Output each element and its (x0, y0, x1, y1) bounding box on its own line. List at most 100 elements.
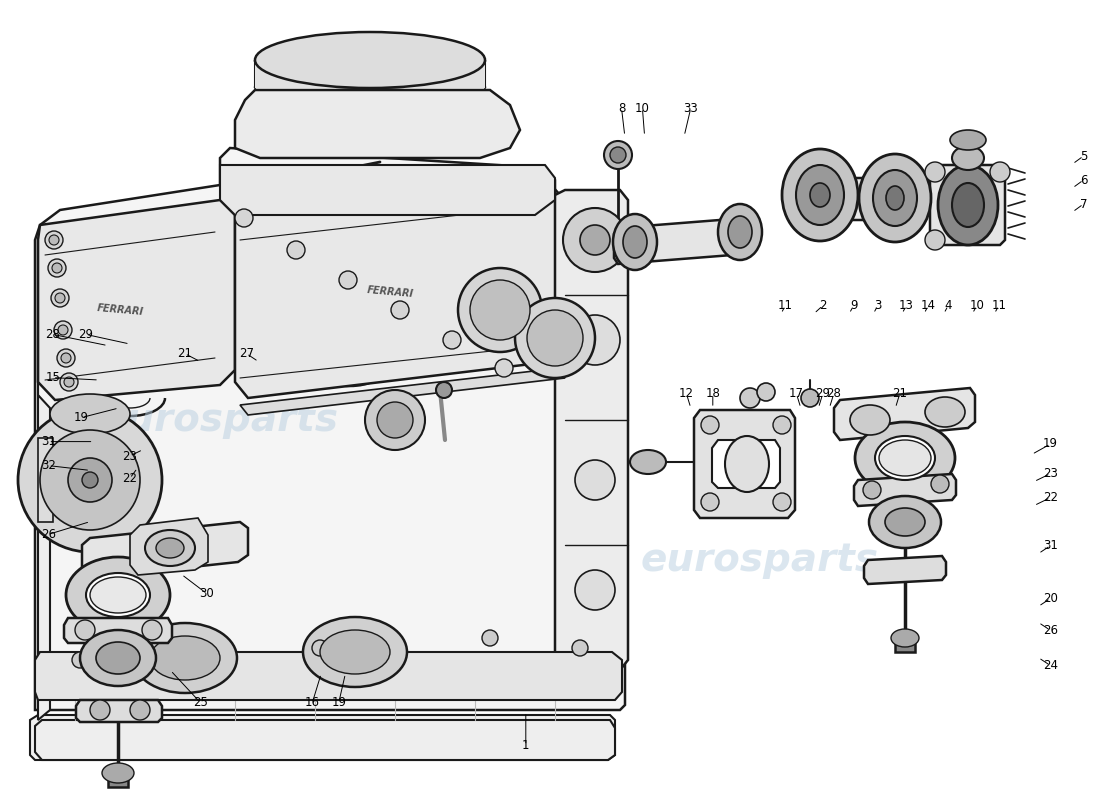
Ellipse shape (701, 493, 719, 511)
Polygon shape (235, 90, 520, 158)
Ellipse shape (527, 310, 583, 366)
Ellipse shape (68, 458, 112, 502)
Ellipse shape (886, 508, 925, 536)
Ellipse shape (874, 436, 935, 480)
Text: 19: 19 (331, 696, 346, 709)
Ellipse shape (255, 32, 485, 88)
Ellipse shape (604, 141, 632, 169)
Text: 24: 24 (1043, 659, 1058, 672)
Ellipse shape (952, 146, 984, 170)
Ellipse shape (51, 289, 69, 307)
Ellipse shape (925, 397, 965, 427)
Text: 1: 1 (522, 739, 529, 752)
Text: 10: 10 (969, 299, 984, 312)
Bar (895, 640, 915, 652)
Polygon shape (220, 165, 556, 215)
Ellipse shape (142, 620, 162, 640)
Ellipse shape (90, 700, 110, 720)
Ellipse shape (339, 271, 358, 289)
Ellipse shape (436, 382, 452, 398)
Bar (39, 438, 53, 522)
Polygon shape (82, 522, 248, 578)
Ellipse shape (613, 214, 657, 270)
Ellipse shape (572, 640, 588, 656)
Ellipse shape (60, 353, 72, 363)
Polygon shape (64, 618, 172, 643)
Text: 13: 13 (899, 299, 914, 312)
Text: 3: 3 (874, 299, 881, 312)
Text: 30: 30 (199, 587, 214, 600)
Ellipse shape (86, 573, 150, 617)
Polygon shape (255, 60, 485, 88)
Ellipse shape (801, 389, 820, 407)
Ellipse shape (990, 162, 1010, 182)
Ellipse shape (145, 530, 195, 566)
Text: 20: 20 (1043, 592, 1058, 605)
Text: 19: 19 (1043, 438, 1058, 450)
Text: 6: 6 (1080, 174, 1087, 186)
Ellipse shape (570, 315, 620, 365)
Text: 9: 9 (850, 299, 857, 312)
Polygon shape (556, 190, 628, 670)
Ellipse shape (52, 263, 62, 273)
Polygon shape (712, 440, 780, 488)
Ellipse shape (782, 149, 858, 241)
Ellipse shape (580, 225, 611, 255)
Ellipse shape (365, 390, 425, 450)
Ellipse shape (60, 373, 78, 391)
Ellipse shape (701, 416, 719, 434)
Ellipse shape (72, 652, 88, 668)
Text: 23: 23 (1043, 467, 1058, 480)
Ellipse shape (482, 630, 498, 646)
Ellipse shape (54, 321, 72, 339)
Text: 32: 32 (41, 459, 56, 472)
Polygon shape (39, 240, 50, 720)
Text: 22: 22 (122, 472, 138, 485)
Ellipse shape (575, 460, 615, 500)
Ellipse shape (64, 377, 74, 387)
Ellipse shape (879, 440, 931, 476)
Text: FERRARI: FERRARI (96, 303, 144, 317)
Text: 12: 12 (679, 387, 694, 400)
Ellipse shape (45, 231, 63, 249)
Ellipse shape (869, 496, 940, 548)
Ellipse shape (18, 408, 162, 552)
Ellipse shape (925, 230, 945, 250)
Ellipse shape (58, 325, 68, 335)
Ellipse shape (80, 630, 156, 686)
Ellipse shape (728, 216, 752, 248)
Text: 21: 21 (892, 387, 907, 400)
Ellipse shape (950, 130, 986, 150)
Ellipse shape (312, 640, 328, 656)
Polygon shape (614, 218, 750, 264)
Ellipse shape (443, 331, 461, 349)
Ellipse shape (152, 652, 168, 668)
Polygon shape (240, 368, 565, 415)
Text: 28: 28 (826, 387, 842, 400)
Polygon shape (864, 556, 946, 584)
Ellipse shape (515, 298, 595, 378)
Polygon shape (930, 165, 1005, 245)
Ellipse shape (796, 165, 844, 225)
Ellipse shape (925, 162, 945, 182)
Polygon shape (30, 715, 615, 760)
Polygon shape (35, 720, 615, 760)
Text: FERRARI: FERRARI (366, 285, 414, 299)
Ellipse shape (50, 394, 130, 434)
Polygon shape (76, 700, 162, 722)
Polygon shape (35, 652, 622, 700)
Text: 7: 7 (1080, 198, 1087, 210)
Ellipse shape (156, 538, 184, 558)
Text: 14: 14 (921, 299, 936, 312)
Text: 2: 2 (820, 299, 826, 312)
Ellipse shape (886, 186, 904, 210)
Text: 29: 29 (815, 387, 830, 400)
Ellipse shape (859, 154, 931, 242)
Ellipse shape (377, 402, 412, 438)
Ellipse shape (287, 241, 305, 259)
Ellipse shape (82, 472, 98, 488)
Ellipse shape (873, 170, 917, 226)
Text: 10: 10 (635, 102, 650, 114)
Text: 28: 28 (45, 328, 60, 341)
Ellipse shape (810, 183, 830, 207)
